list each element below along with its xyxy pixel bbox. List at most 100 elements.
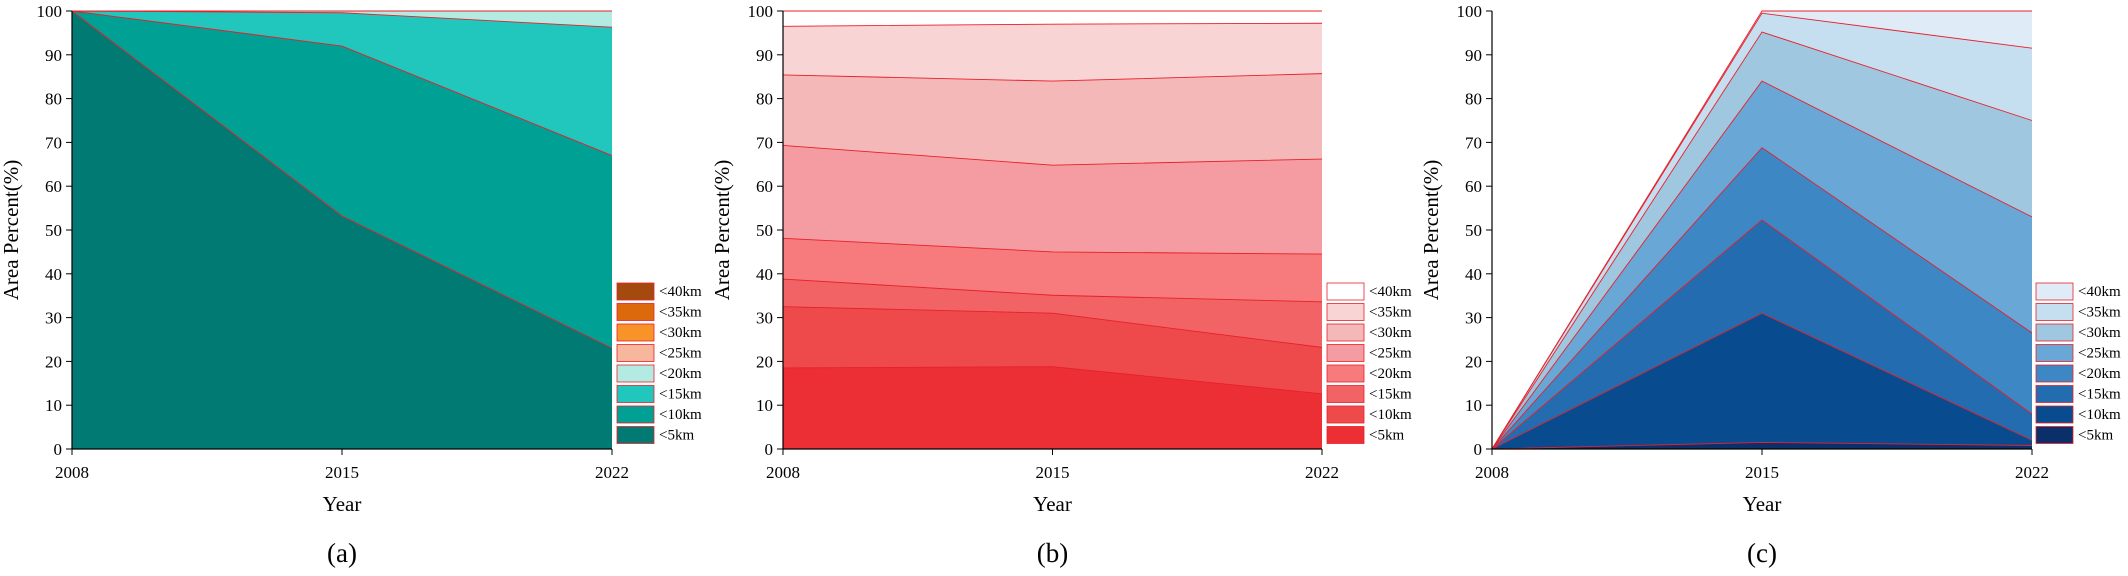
y-tick-label: 100 bbox=[37, 2, 63, 21]
legend-label: <25km bbox=[2078, 346, 2121, 362]
area-lt-25km bbox=[1492, 81, 2032, 449]
y-tick-label: 60 bbox=[45, 177, 62, 196]
area-lt-20km bbox=[72, 11, 612, 28]
legend-swatch bbox=[2035, 405, 2074, 424]
boundary-line-lt-30km bbox=[1491, 31, 2033, 450]
boundary-line-lt-40km bbox=[1491, 10, 2032, 450]
legend-swatch bbox=[2035, 426, 2074, 444]
boundary-line-lt-10km bbox=[71, 10, 613, 156]
x-tick-label: 2008 bbox=[55, 463, 89, 482]
legend-label: <5km bbox=[659, 428, 694, 444]
legend-label: <20km bbox=[2078, 366, 2121, 382]
legend-label: <15km bbox=[2078, 387, 2121, 403]
y-tick-label: 40 bbox=[756, 265, 773, 284]
y-tick-label: 50 bbox=[1465, 221, 1482, 240]
legend-swatch bbox=[616, 282, 655, 301]
x-axis-title: Year bbox=[1743, 492, 1782, 516]
area-lt-20km bbox=[783, 238, 1322, 302]
x-tick-label: 2015 bbox=[325, 463, 359, 482]
chart-panel-3: 0 10 20 30 40 50 60 70 80 90 100 2008 2015 2022 Year Ar… bbox=[1419, 2, 2121, 568]
panel-label: (c) bbox=[1747, 538, 1777, 568]
x-tick-label: 2008 bbox=[1475, 463, 1509, 482]
legend: <40km <35km <30km <25km <20km <15km <10km <5km bbox=[1326, 282, 1412, 444]
legend-swatch bbox=[2035, 385, 2074, 403]
boundary-line-lt-25km bbox=[1491, 80, 2033, 450]
legend-swatch bbox=[1326, 405, 1365, 424]
boundary-line-lt-15km bbox=[71, 10, 613, 28]
y-tick-label: 0 bbox=[1474, 440, 1483, 459]
legend-label: <25km bbox=[1369, 346, 1412, 362]
legend-label: <40km bbox=[1369, 284, 1412, 300]
panel-label: (a) bbox=[327, 538, 357, 568]
y-tick-label: 40 bbox=[45, 265, 62, 284]
y-tick-label: 0 bbox=[54, 440, 63, 459]
area-lt-40km bbox=[783, 11, 1322, 27]
y-tick-label: 20 bbox=[45, 352, 62, 371]
boundary-line-lt-10km bbox=[782, 306, 1323, 348]
legend-label: <35km bbox=[2078, 305, 2121, 321]
legend-swatch bbox=[1326, 364, 1365, 383]
boundary-line-lt-20km bbox=[782, 237, 1323, 255]
y-tick-label: 20 bbox=[756, 352, 773, 371]
area-lt-35km bbox=[783, 23, 1322, 82]
y-tick-label: 80 bbox=[1465, 90, 1482, 109]
y-tick-label: 30 bbox=[1465, 309, 1482, 328]
chart-panel-1: 0 10 20 30 40 50 60 70 80 90 100 2008 2015 2022 Year Ar… bbox=[0, 2, 702, 568]
boundary-line-lt-5km bbox=[1491, 441, 2033, 450]
boundary-line-lt-20km bbox=[1491, 147, 2033, 450]
legend-swatch bbox=[616, 344, 655, 362]
legend-swatch bbox=[616, 385, 655, 403]
legend-label: <30km bbox=[1369, 325, 1412, 341]
boundary-line-lt-25km bbox=[782, 145, 1323, 166]
chart-panel-2: 0 10 20 30 40 50 60 70 80 90 100 2008 2015 2022 Year Ar… bbox=[710, 2, 1412, 568]
area-lt-35km bbox=[1492, 13, 2032, 449]
y-tick-label: 30 bbox=[756, 309, 773, 328]
y-tick-label: 70 bbox=[756, 133, 773, 152]
y-tick-label: 70 bbox=[45, 133, 62, 152]
panel-label: (b) bbox=[1037, 538, 1068, 568]
x-tick-label: 2008 bbox=[766, 463, 800, 482]
y-tick-label: 80 bbox=[45, 90, 62, 109]
boundary-line-lt-5km bbox=[782, 366, 1323, 395]
y-axis-title: Area Percent(%) bbox=[0, 160, 23, 301]
legend-swatch bbox=[1326, 426, 1365, 444]
legend-label: <10km bbox=[659, 407, 702, 423]
legend-label: <30km bbox=[659, 325, 702, 341]
area-lt-10km bbox=[1492, 313, 2032, 449]
area-lt-15km bbox=[72, 11, 612, 156]
boundary-line-lt-5km bbox=[71, 10, 613, 349]
x-tick-label: 2022 bbox=[595, 463, 629, 482]
y-tick-label: 90 bbox=[45, 46, 62, 65]
legend-swatch bbox=[616, 405, 655, 424]
legend-label: <15km bbox=[1369, 387, 1412, 403]
legend-label: <10km bbox=[2078, 407, 2121, 423]
legend-swatch bbox=[2035, 282, 2074, 301]
y-tick-label: 50 bbox=[756, 221, 773, 240]
boundary-line-lt-35km bbox=[782, 22, 1323, 27]
y-tick-label: 20 bbox=[1465, 352, 1482, 371]
legend-swatch bbox=[1326, 282, 1365, 301]
x-axis-title: Year bbox=[323, 492, 362, 516]
x-tick-label: 2022 bbox=[2015, 463, 2049, 482]
legend-swatch bbox=[2035, 323, 2074, 342]
legend-label: <20km bbox=[659, 366, 702, 382]
legend-label: <30km bbox=[2078, 325, 2121, 341]
y-tick-label: 60 bbox=[756, 177, 773, 196]
area-lt-30km bbox=[1492, 32, 2032, 450]
y-tick-label: 80 bbox=[756, 90, 773, 109]
legend-swatch bbox=[1326, 344, 1365, 362]
legend-swatch bbox=[1326, 323, 1365, 342]
y-tick-label: 0 bbox=[765, 440, 774, 459]
legend-swatch bbox=[2035, 344, 2074, 362]
legend-label: <25km bbox=[659, 346, 702, 362]
area-lt-20km bbox=[1492, 147, 2032, 449]
legend-label: <35km bbox=[659, 305, 702, 321]
legend-label: <5km bbox=[1369, 428, 1404, 444]
y-tick-label: 30 bbox=[45, 309, 62, 328]
y-tick-label: 10 bbox=[45, 396, 62, 415]
y-tick-label: 10 bbox=[756, 396, 773, 415]
y-axis-title: Area Percent(%) bbox=[710, 160, 734, 301]
x-tick-label: 2015 bbox=[1745, 463, 1779, 482]
legend-swatch bbox=[616, 364, 655, 383]
y-tick-label: 90 bbox=[756, 46, 773, 65]
